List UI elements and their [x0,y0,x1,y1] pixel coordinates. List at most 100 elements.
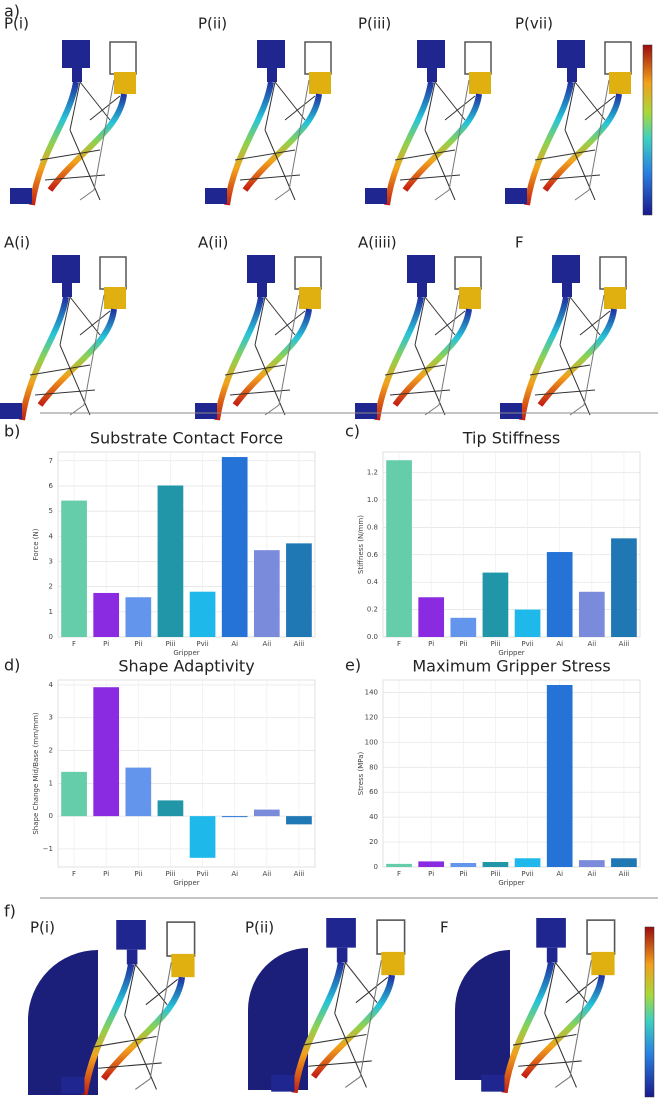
x-tick-label: Aiii [294,640,305,648]
bar [286,816,312,825]
image-label: F [515,234,524,252]
image-label: P(i) [30,919,55,937]
bar [482,862,509,867]
y-tick-label: 0.4 [367,578,379,586]
x-tick-label: Ai [556,640,563,648]
y-tick-label: 1.2 [367,469,378,477]
x-tick-label: F [72,870,76,878]
y-tick-label: 2 [49,583,53,591]
panel-label: e) [345,656,361,675]
x-tick-label: Ai [556,870,563,878]
x-tick-label: Pii [134,870,142,878]
y-tick-label: 120 [365,713,378,721]
x-tick-label: Aiii [619,870,630,878]
y-tick-label: 140 [365,688,378,696]
gripper-render [10,40,136,205]
image-label: P(vii) [515,15,553,33]
x-tick-label: Piii [165,640,175,648]
y-tick-label: 1 [49,779,53,787]
bar [386,863,412,867]
bar [157,800,184,817]
image-label: A(i) [4,234,30,252]
panel-label: c) [345,422,360,441]
bar [221,816,248,818]
y-tick-label: 80 [369,763,378,771]
bar [578,860,605,867]
colorbar [644,926,655,1098]
chart-title: Maximum Gripper Stress [412,657,610,676]
bar [514,858,541,867]
bar [418,861,445,867]
image-label: P(i) [4,15,29,33]
x-tick-label: Pi [428,640,434,648]
plot-area [382,679,641,868]
bar [93,687,120,817]
bar [578,591,605,637]
chart-title: Shape Adaptivity [118,657,254,676]
y-tick-label: 3 [49,714,53,722]
image-label: F [440,919,449,937]
bar [546,684,573,867]
bar [125,767,152,817]
x-tick-label: Pi [428,870,434,878]
x-tick-label: Aii [587,640,596,648]
image-label: P(ii) [198,15,227,33]
y-axis-label: Stress (MPa) [357,752,365,796]
gripper-render [0,255,126,420]
x-tick-label: Pi [103,870,109,878]
y-tick-label: 0 [49,633,53,641]
x-tick-label: Pii [134,640,142,648]
panel-label: d) [4,656,20,675]
y-axis-label: Shape Change Mid/Base (mm/mm) [32,712,40,835]
x-tick-label: Aii [262,870,271,878]
y-tick-label: 0.0 [367,633,378,641]
image-label: A(iiii) [358,234,397,252]
bar [157,485,184,637]
x-tick-label: Piii [490,640,500,648]
y-tick-label: 4 [49,681,54,689]
x-tick-label: Aiii [619,640,630,648]
x-tick-label: Pvii [521,640,533,648]
bar [611,858,637,867]
x-tick-label: Aiii [294,870,305,878]
x-tick-label: Ai [231,640,238,648]
bar [514,609,541,637]
y-tick-label: 3 [49,557,53,565]
x-tick-label: F [72,640,76,648]
bar [221,457,248,637]
bar [611,538,637,637]
y-tick-label: 40 [369,813,378,821]
y-tick-label: 0 [374,863,378,871]
y-tick-label: 0.2 [367,606,378,614]
x-axis-label: Gripper [498,879,524,887]
bar [450,863,477,867]
bar [286,543,312,637]
x-tick-label: Pvii [521,870,533,878]
x-tick-label: Pii [459,640,467,648]
y-tick-label: −1 [43,845,53,853]
x-tick-label: F [397,870,401,878]
y-tick-label: 1.0 [367,496,378,504]
image-label: P(iii) [358,15,391,33]
x-tick-label: Pi [103,640,109,648]
x-tick-label: F [397,640,401,648]
y-tick-label: 6 [49,482,54,490]
y-tick-label: 1 [49,608,53,616]
y-tick-label: 5 [49,507,53,515]
bar [253,550,280,637]
panel-label: a) [4,2,20,21]
bar [93,592,120,637]
y-tick-label: 20 [369,838,378,846]
x-tick-label: Pvii [196,870,208,878]
x-axis-label: Gripper [173,879,199,887]
y-axis-label: Force (N) [32,528,40,560]
colorbar [642,44,653,216]
bar [61,771,87,817]
image-label: P(ii) [245,919,274,937]
bar [450,617,477,637]
gripper-render [205,40,331,205]
gripper-render [500,255,626,420]
gripper-render [355,255,481,420]
panel-label: b) [4,422,20,441]
